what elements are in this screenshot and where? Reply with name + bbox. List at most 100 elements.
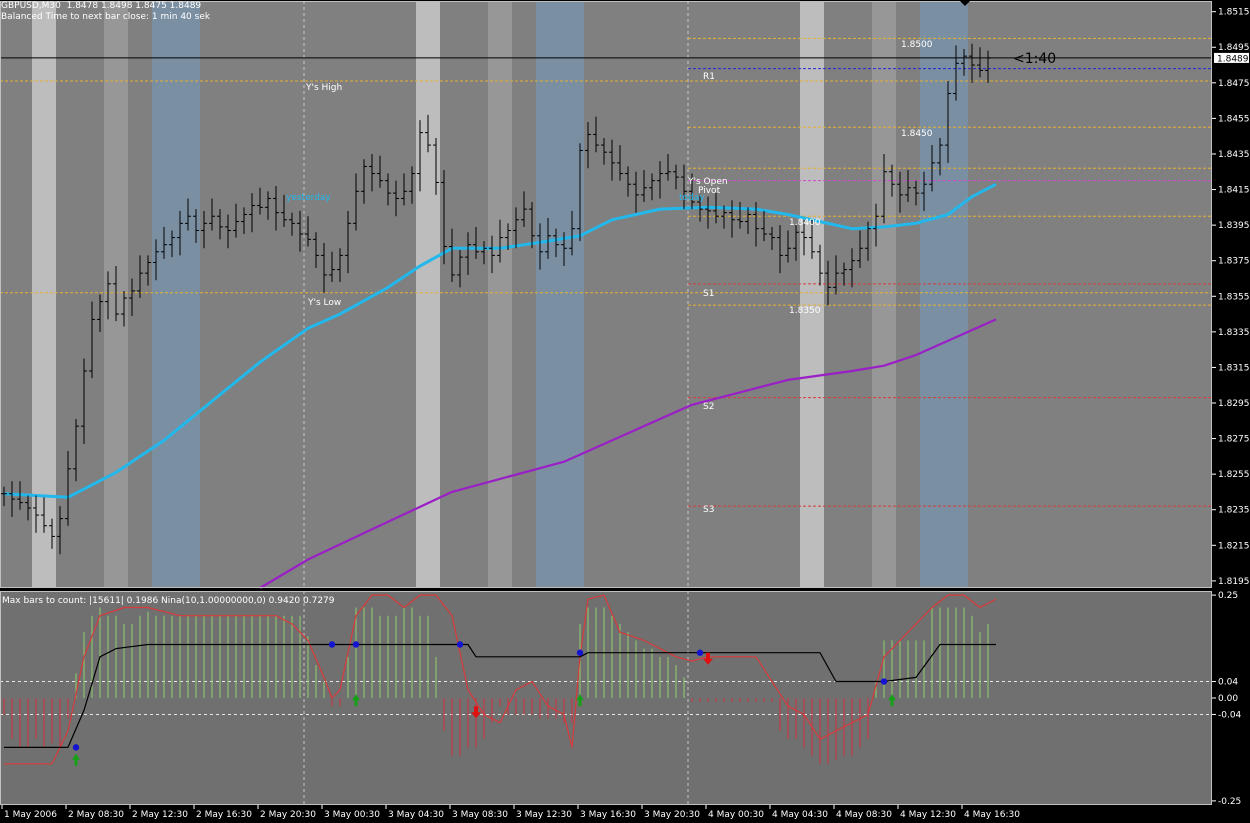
price-axis-label: 1.8235: [1218, 506, 1250, 516]
ohlc-bar: [937, 137, 943, 176]
ohlc-bar: [185, 198, 191, 231]
bar-timer-text: Balanced Time to next bar close: 1 min 4…: [1, 12, 211, 22]
ohlc-bar: [313, 232, 319, 268]
ohlc-bar: [833, 255, 839, 295]
ohlc-bar: [433, 137, 439, 195]
ohlc-bar: [297, 210, 303, 252]
ohlc-bar: [241, 207, 247, 235]
ohlc-bar: [841, 262, 847, 286]
signal-dot: [696, 649, 704, 656]
chart-title: GBPUSD,M30 1.8478 1.8498 1.8475 1.8489: [1, 1, 202, 11]
time-axis-label: 3 May 00:30: [324, 810, 380, 820]
ohlc-bar: [385, 173, 391, 206]
ohlc-bar: [265, 191, 271, 220]
ohlc-bar: [905, 169, 911, 203]
ohlc-bar: [865, 221, 871, 261]
ohlc-bar: [801, 219, 807, 256]
main-panel-border: [0, 1, 1212, 588]
ohlc-bar: [209, 198, 215, 231]
price-axis-label: 1.8195: [1218, 577, 1250, 587]
ohlc-bar: [721, 205, 727, 229]
price-axis-label: 1.8335: [1218, 328, 1250, 338]
ohlc-bar: [441, 169, 447, 265]
ohlc-bar: [73, 419, 79, 482]
ohlc-bar: [873, 203, 879, 247]
ohlc-bar: [633, 171, 639, 213]
ohlc-bar: [817, 244, 823, 286]
time-axis-label: 3 May 12:30: [516, 810, 572, 820]
ohlc-bar: [505, 223, 511, 251]
time-axis-label: 2 May 12:30: [132, 810, 188, 820]
ohlc-bar: [321, 242, 327, 293]
ohlc-bar: [257, 187, 263, 215]
ohlc-bar: [97, 294, 103, 332]
ohlc-bar: [417, 120, 423, 192]
ohlc-bar: [673, 164, 679, 190]
ohlc-bar: [169, 230, 175, 258]
ohlc-bar: [657, 161, 663, 199]
time-axis-label: 2 May 08:30: [68, 810, 124, 820]
time-axis-label: 4 May 12:30: [900, 810, 956, 820]
ohlc-bar: [689, 173, 695, 210]
price-axis-label: 1.8255: [1218, 470, 1250, 480]
ohlc-bar: [233, 203, 239, 238]
ohlc-bar: [809, 219, 815, 259]
price-axis-label: 1.8435: [1218, 150, 1250, 160]
ohlc-bar: [529, 202, 535, 249]
ohlc-bar: [985, 50, 991, 83]
ohlc-bar: [537, 223, 543, 270]
ohlc-bar: [457, 250, 463, 288]
main-panel-background: [0, 1, 1212, 588]
ohlc-bar: [769, 226, 775, 251]
session-band: [536, 1, 584, 588]
ohlc-bar: [289, 212, 295, 236]
ohlc-bar: [617, 145, 623, 181]
ohlc-bar: [329, 251, 335, 283]
round-level-1-8400-label: 1.8400: [789, 218, 821, 228]
signal-dot: [328, 641, 336, 648]
r1-label: R1: [703, 72, 715, 82]
osc-axis-label: 0.25: [1218, 591, 1238, 601]
ohlc-bar: [105, 271, 111, 320]
ohlc-bar: [393, 180, 399, 217]
time-axis-label: 3 May 16:30: [580, 810, 636, 820]
session-band: [488, 1, 512, 588]
current-price-label: 1.8489: [1217, 54, 1249, 64]
slow-moving-average-line: [259, 318, 997, 589]
ohlc-bar: [489, 235, 495, 274]
current-price-box-inner: [1214, 52, 1249, 63]
ohlc-bar: [89, 301, 95, 379]
ohlc-bar: [193, 209, 199, 243]
today-label: today: [679, 193, 705, 203]
signal-arrow-up-icon: [576, 694, 584, 707]
yesterday-high-label: Y's High: [305, 83, 342, 93]
time-axis-label: 4 May 00:30: [708, 810, 764, 820]
ohlc-bar: [425, 114, 431, 153]
ohlc-bar: [729, 200, 735, 238]
price-axis-label: 1.8315: [1218, 363, 1250, 373]
ohlc-bar: [401, 173, 407, 206]
time-axis-label: 1 May 2006: [4, 810, 57, 820]
ohlc-bar: [897, 171, 903, 213]
ohlc-bar: [177, 210, 183, 256]
price-axis-label: 1.8375: [1218, 257, 1250, 267]
ohlc-bar: [473, 226, 479, 259]
price-axis-label: 1.8355: [1218, 292, 1250, 302]
price-axis-label: 1.8215: [1218, 541, 1250, 551]
round-level-1-8450-label: 1.8450: [901, 129, 933, 139]
session-band: [800, 1, 824, 588]
ohlc-bar: [761, 210, 767, 242]
round-level-1-8350-label: 1.8350: [789, 306, 821, 316]
osc-axis-label: -0.25: [1218, 797, 1241, 807]
ohlc-bar: [961, 49, 967, 76]
ohlc-bar: [65, 451, 71, 526]
signal-arrow-up-icon: [888, 694, 896, 707]
session-band: [872, 1, 896, 588]
signal-arrow-up-icon: [352, 694, 360, 707]
osc-axis-label: 0.04: [1218, 678, 1238, 688]
ohlc-bar: [713, 193, 719, 224]
bar-close-countdown: <1:40: [1013, 51, 1056, 67]
ohlc-bar: [161, 226, 167, 259]
ohlc-bar: [569, 210, 575, 256]
